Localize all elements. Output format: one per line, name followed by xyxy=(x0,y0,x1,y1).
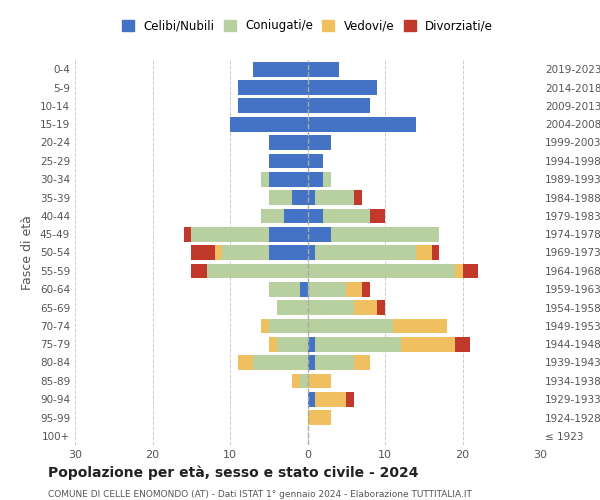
Bar xyxy=(191,227,269,242)
Bar xyxy=(292,190,308,205)
Bar xyxy=(238,355,253,370)
Bar xyxy=(354,355,370,370)
Bar xyxy=(308,117,416,132)
Bar xyxy=(431,245,439,260)
Bar xyxy=(455,264,463,278)
Bar xyxy=(308,98,370,113)
Bar xyxy=(308,337,315,351)
Bar xyxy=(292,374,300,388)
Bar xyxy=(308,80,377,95)
Bar xyxy=(261,318,269,333)
Bar xyxy=(308,300,354,315)
Bar xyxy=(377,300,385,315)
Bar xyxy=(308,245,315,260)
Bar xyxy=(308,410,331,425)
Bar xyxy=(253,62,308,76)
Bar xyxy=(308,318,393,333)
Bar xyxy=(207,264,308,278)
Bar xyxy=(308,208,323,223)
Bar xyxy=(315,392,346,406)
Bar xyxy=(323,208,370,223)
Bar xyxy=(269,282,300,296)
Bar xyxy=(269,227,308,242)
Bar xyxy=(401,337,455,351)
Bar xyxy=(230,117,308,132)
Bar xyxy=(184,227,191,242)
Text: COMUNE DI CELLE ENOMONDO (AT) - Dati ISTAT 1° gennaio 2024 - Elaborazione TUTTIT: COMUNE DI CELLE ENOMONDO (AT) - Dati IST… xyxy=(48,490,472,499)
Bar xyxy=(308,264,455,278)
Bar xyxy=(416,245,431,260)
Bar xyxy=(269,172,308,186)
Bar xyxy=(308,374,331,388)
Bar xyxy=(284,208,308,223)
Bar xyxy=(354,300,377,315)
Legend: Celibi/Nubili, Coniugati/e, Vedovi/e, Divorziati/e: Celibi/Nubili, Coniugati/e, Vedovi/e, Di… xyxy=(119,16,496,36)
Bar xyxy=(238,98,308,113)
Bar xyxy=(331,227,439,242)
Text: Popolazione per età, sesso e stato civile - 2024: Popolazione per età, sesso e stato civil… xyxy=(48,465,419,479)
Bar xyxy=(362,282,370,296)
Bar xyxy=(308,62,338,76)
Bar xyxy=(269,154,308,168)
Bar xyxy=(315,337,401,351)
Bar xyxy=(269,318,308,333)
Bar xyxy=(315,190,354,205)
Bar xyxy=(222,245,269,260)
Bar xyxy=(370,208,385,223)
Bar xyxy=(277,337,308,351)
Bar xyxy=(308,355,315,370)
Bar xyxy=(354,190,362,205)
Bar xyxy=(261,172,269,186)
Bar xyxy=(261,208,284,223)
Bar xyxy=(191,245,215,260)
Bar xyxy=(308,190,315,205)
Bar xyxy=(323,172,331,186)
Bar xyxy=(346,392,354,406)
Bar xyxy=(300,282,308,296)
Bar xyxy=(269,135,308,150)
Bar xyxy=(393,318,447,333)
Bar xyxy=(463,264,478,278)
Bar xyxy=(269,245,308,260)
Bar xyxy=(215,245,222,260)
Bar xyxy=(308,227,331,242)
Bar xyxy=(277,300,308,315)
Bar xyxy=(308,135,331,150)
Bar xyxy=(315,355,354,370)
Bar xyxy=(308,172,323,186)
Bar xyxy=(308,392,315,406)
Bar xyxy=(269,337,277,351)
Bar xyxy=(253,355,308,370)
Bar xyxy=(315,245,416,260)
Bar xyxy=(346,282,362,296)
Y-axis label: Fasce di età: Fasce di età xyxy=(22,215,34,290)
Bar xyxy=(191,264,207,278)
Bar xyxy=(269,190,292,205)
Bar xyxy=(455,337,470,351)
Bar xyxy=(308,282,346,296)
Bar xyxy=(308,154,323,168)
Bar xyxy=(238,80,308,95)
Bar xyxy=(300,374,308,388)
